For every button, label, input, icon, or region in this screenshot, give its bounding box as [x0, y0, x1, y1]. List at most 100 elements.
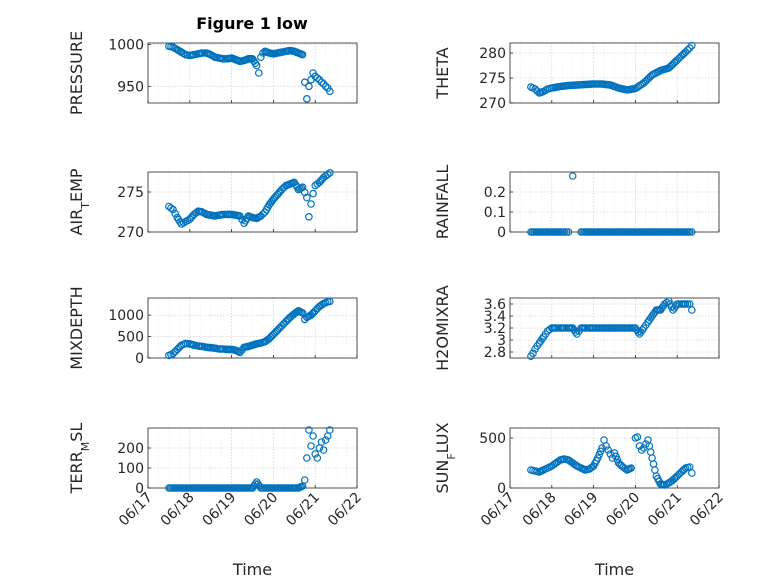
data-point: [303, 454, 311, 462]
data-point: [568, 172, 577, 180]
data-point: [673, 56, 682, 64]
data-point: [529, 349, 537, 358]
axes-box: [147, 42, 358, 104]
y-tick-label: 0.2: [484, 185, 506, 201]
data-point: [673, 472, 682, 480]
data-point: [305, 213, 313, 221]
data-point: [303, 193, 311, 202]
data-point: [571, 328, 580, 336]
y-tick-label: 275: [117, 185, 144, 201]
data-point: [560, 228, 569, 236]
x-tick-label: 06/22: [687, 490, 727, 530]
y-tick-label: 2.8: [484, 345, 506, 361]
data-point: [300, 476, 309, 484]
y-tick-label: 0: [497, 481, 506, 497]
y-tick-label: 100: [117, 461, 144, 477]
series-markers: [165, 42, 334, 103]
x-tick-label: 06/19: [200, 490, 240, 530]
y-tick-label: 3.6: [484, 297, 506, 313]
data-point: [326, 87, 334, 96]
data-point: [531, 85, 539, 93]
data-point: [637, 446, 646, 454]
data-point: [305, 82, 313, 91]
data-point: [633, 433, 642, 441]
data-point: [321, 82, 330, 91]
data-point: [257, 53, 265, 61]
axes-box: [509, 297, 720, 359]
data-point: [638, 326, 647, 334]
axes-box: [147, 297, 358, 359]
data-point: [323, 170, 332, 179]
subplot-rainfall: 0 0.1 0.2 RAINFALL: [433, 165, 720, 241]
data-point: [311, 307, 320, 315]
data-point: [251, 480, 260, 488]
data-point: [169, 349, 177, 358]
data-point: [309, 432, 317, 440]
data-point: [317, 78, 326, 86]
y-axis-label: TERRMSL: [67, 423, 92, 495]
data-point: [683, 300, 692, 308]
y-tick-label: 3.2: [484, 321, 506, 337]
y-axis-label: SUNFLUX: [433, 422, 458, 493]
data-point: [277, 185, 286, 194]
x-tick-label: 06/21: [645, 490, 685, 530]
series-markers: [527, 172, 696, 236]
data-point: [562, 228, 571, 236]
x-tick-label: 06/18: [520, 490, 560, 530]
x-tick-label: 06/20: [241, 490, 281, 530]
data-point: [662, 298, 671, 307]
data-point: [307, 200, 315, 208]
data-point: [634, 328, 642, 336]
data-point: [254, 69, 263, 77]
data-point: [277, 322, 286, 330]
y-tick-label: 270: [479, 96, 506, 112]
y-tick-label: 950: [117, 79, 144, 95]
subplot-air-temp: 270 275 AIRTEMP: [67, 168, 358, 241]
data-point: [627, 464, 636, 472]
data-point: [219, 55, 228, 63]
data-point: [688, 469, 696, 477]
x-axis-label: Time: [232, 560, 272, 579]
data-point: [681, 300, 690, 308]
y-axis-label: THETA: [433, 47, 452, 99]
y-tick-label: 275: [479, 71, 506, 87]
y-axis-label: PRESSURE: [67, 31, 86, 115]
data-point: [326, 426, 334, 434]
y-axis-label: AIRTEMP: [67, 168, 92, 235]
data-point: [311, 450, 320, 458]
y-tick-label: 3: [497, 333, 506, 349]
series-markers: [165, 297, 334, 360]
x-tick-label: 06/22: [325, 490, 365, 530]
y-axis-label: H2OMIXRA: [433, 285, 452, 371]
x-tick-label: 06/20: [603, 490, 643, 530]
x-tick-label: 06/19: [562, 490, 602, 530]
figure-title: Figure 1 low: [196, 14, 308, 33]
x-axis-label: Time: [594, 560, 634, 579]
data-point: [538, 335, 546, 343]
data-point: [683, 46, 692, 54]
data-point: [257, 212, 265, 220]
series-markers: [165, 426, 334, 492]
data-point: [313, 74, 322, 82]
data-point: [298, 50, 307, 59]
y-tick-label: 0.1: [484, 205, 506, 221]
y-tick-label: 3.4: [484, 309, 506, 325]
data-point: [171, 209, 179, 218]
y-tick-label: 0: [497, 225, 506, 241]
data-point: [309, 189, 317, 198]
y-tick-label: 280: [479, 46, 506, 62]
y-tick-label: 500: [117, 330, 144, 346]
data-point: [307, 442, 315, 450]
data-point: [602, 442, 610, 450]
y-tick-label: 270: [117, 225, 144, 241]
series-markers: [165, 169, 334, 228]
subplot-h2omixra: 2.833.23.43.6 H2OMIXRA: [433, 285, 720, 371]
axes-box: [509, 427, 720, 489]
y-tick-label: 1000: [108, 38, 144, 54]
data-point: [321, 436, 330, 444]
data-point: [169, 205, 177, 214]
